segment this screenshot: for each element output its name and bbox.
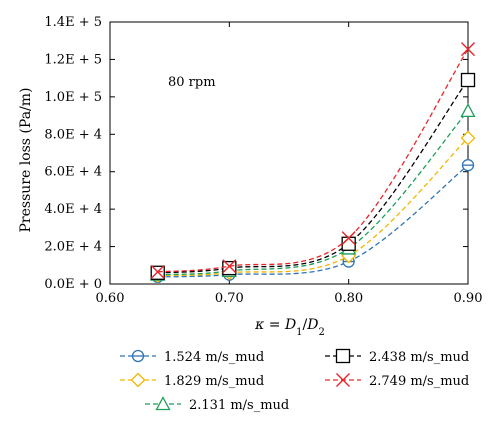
plot-frame xyxy=(109,21,469,285)
x-tick-label: 0.90 xyxy=(454,291,483,306)
y-tick-label: 1.2E + 5 xyxy=(44,52,102,67)
y-tick-label: 1.4E + 5 xyxy=(44,15,102,30)
x-tick-label: 0.60 xyxy=(96,291,125,306)
series-line xyxy=(157,79,469,274)
series-layer xyxy=(150,42,476,284)
data-point xyxy=(460,103,476,118)
legend-label: 1.524 m/s_mud xyxy=(164,350,264,365)
series-line xyxy=(157,48,469,273)
y-tick-label: 1.0E + 5 xyxy=(44,90,102,105)
legend-item: 2.438 m/s_mud xyxy=(325,348,469,365)
legend-label: 2.438 m/s_mud xyxy=(369,350,469,365)
series-line xyxy=(157,164,469,278)
y-tick-label: 4.0E + 4 xyxy=(44,202,102,217)
legend-marker xyxy=(131,349,145,363)
legend-label: 2.131 m/s_mud xyxy=(189,398,289,413)
series-4 xyxy=(150,72,476,280)
legend: 1.524 m/s_mud 1.829 m/s_mud 2.131 m/s_mud 2… xyxy=(120,348,469,413)
y-tick-label: 0.0E + 0 xyxy=(44,277,102,292)
legend-item: 1.829 m/s_mud xyxy=(120,372,264,389)
legend-item: 2.131 m/s_mud xyxy=(145,396,289,413)
x-tick-label: 0.80 xyxy=(334,291,363,306)
legend-marker xyxy=(335,348,351,364)
y-tick-label: 8.0E + 4 xyxy=(44,127,102,142)
y-tick-label: 2.0E + 4 xyxy=(44,240,102,255)
series-line xyxy=(157,137,469,277)
axes: 0.0E + 0 2.0E + 4 4.0E + 4 6.0E + 4 8.0E + 4… xyxy=(44,15,482,306)
y-tick-label: 6.0E + 4 xyxy=(44,165,102,180)
x-tick-label: 0.70 xyxy=(215,291,244,306)
plot-area xyxy=(109,21,469,285)
data-point xyxy=(222,260,237,276)
series-5 xyxy=(150,42,475,279)
legend-label: 2.749 m/s_mud xyxy=(369,374,469,389)
x-axis-title: κ = D1/D2 xyxy=(254,317,325,338)
data-point xyxy=(222,259,237,274)
legend-marker xyxy=(155,396,171,411)
legend-marker xyxy=(336,373,350,387)
legend-item: 1.524 m/s_mud xyxy=(120,349,264,365)
series-line xyxy=(157,110,469,276)
y-axis-title: Pressure loss (Pa/m) xyxy=(18,88,34,233)
data-point xyxy=(460,130,476,146)
legend-label: 1.829 m/s_mud xyxy=(164,374,264,389)
data-point xyxy=(461,159,475,172)
legend-item: 2.749 m/s_mud xyxy=(325,373,469,389)
series-3 xyxy=(150,103,476,281)
data-point xyxy=(341,231,356,246)
speed-annotation: 80 rpm xyxy=(168,75,216,90)
data-point xyxy=(460,72,476,88)
data-point xyxy=(341,236,356,251)
data-point xyxy=(461,42,475,57)
legend-marker xyxy=(130,372,146,388)
data-point xyxy=(150,264,165,279)
series-2 xyxy=(150,130,476,283)
